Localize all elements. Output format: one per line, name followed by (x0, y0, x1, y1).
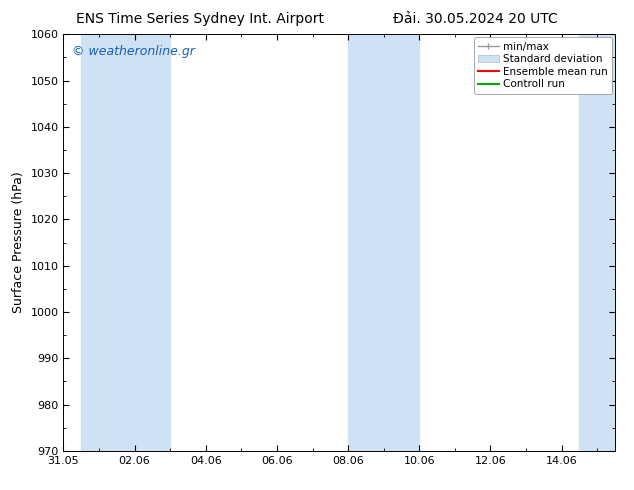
Bar (579, 34, 615, 451)
Bar (117, 34, 170, 451)
Bar (384, 34, 419, 451)
Bar (81, 34, 117, 451)
Bar (348, 34, 384, 451)
Text: © weatheronline.gr: © weatheronline.gr (72, 45, 195, 58)
Text: Đải. 30.05.2024 20 UTC: Đải. 30.05.2024 20 UTC (393, 12, 558, 26)
Legend: min/max, Standard deviation, Ensemble mean run, Controll run: min/max, Standard deviation, Ensemble me… (474, 37, 612, 94)
Y-axis label: Surface Pressure (hPa): Surface Pressure (hPa) (12, 172, 25, 314)
Text: ENS Time Series Sydney Int. Airport: ENS Time Series Sydney Int. Airport (76, 12, 324, 26)
